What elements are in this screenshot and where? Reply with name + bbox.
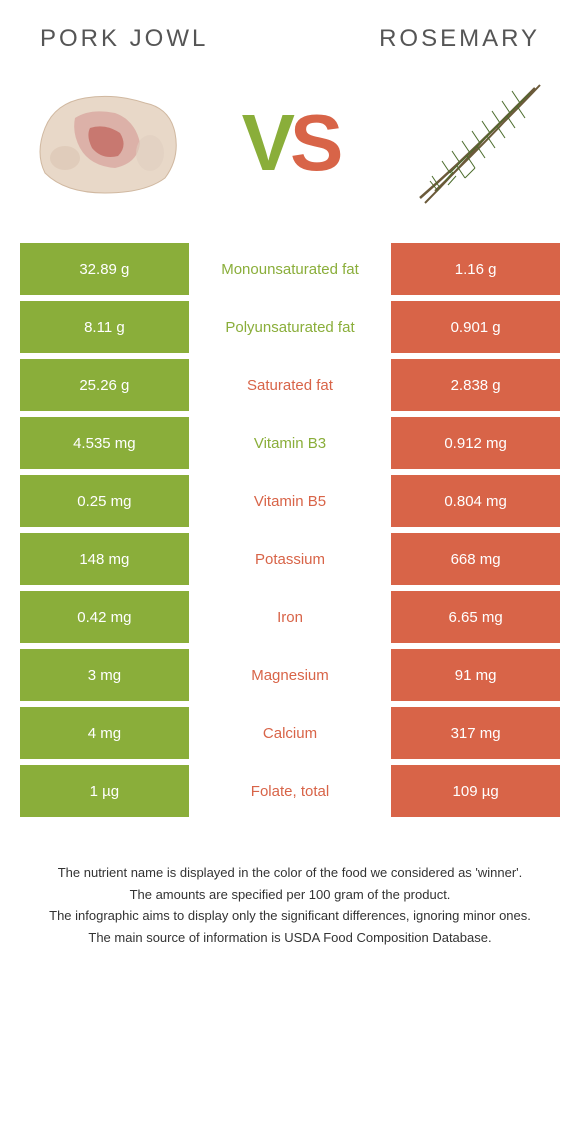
left-value: 4 mg <box>20 707 189 759</box>
right-value: 0.901 g <box>391 301 560 353</box>
pork-jowl-image <box>20 73 190 213</box>
nutrient-label: Magnesium <box>189 649 392 701</box>
right-value: 2.838 g <box>391 359 560 411</box>
nutrient-label: Monounsaturated fat <box>189 243 392 295</box>
table-row: 0.42 mgIron6.65 mg <box>20 591 560 643</box>
left-value: 3 mg <box>20 649 189 701</box>
right-value: 1.16 g <box>391 243 560 295</box>
footnote-line: The amounts are specified per 100 gram o… <box>30 885 550 905</box>
table-row: 3 mgMagnesium91 mg <box>20 649 560 701</box>
table-row: 32.89 gMonounsaturated fat1.16 g <box>20 243 560 295</box>
left-value: 1 µg <box>20 765 189 817</box>
left-value: 8.11 g <box>20 301 189 353</box>
footnote-line: The nutrient name is displayed in the co… <box>30 863 550 883</box>
nutrient-table: 32.89 gMonounsaturated fat1.16 g8.11 gPo… <box>0 243 580 817</box>
left-value: 32.89 g <box>20 243 189 295</box>
nutrient-label: Polyunsaturated fat <box>189 301 392 353</box>
table-row: 0.25 mgVitamin B50.804 mg <box>20 475 560 527</box>
right-value: 668 mg <box>391 533 560 585</box>
vs-v: V <box>242 97 290 189</box>
vs-label: VS <box>242 97 339 189</box>
table-row: 4.535 mgVitamin B30.912 mg <box>20 417 560 469</box>
table-row: 4 mgCalcium317 mg <box>20 707 560 759</box>
left-value: 0.25 mg <box>20 475 189 527</box>
nutrient-label: Potassium <box>189 533 392 585</box>
right-value: 0.912 mg <box>391 417 560 469</box>
right-value: 109 µg <box>391 765 560 817</box>
left-food-title: PORK JOWL <box>40 25 208 53</box>
footnote-line: The infographic aims to display only the… <box>30 906 550 926</box>
right-food-title: ROSEMARY <box>379 25 540 53</box>
rosemary-image <box>390 73 560 213</box>
header: PORK JOWL ROSEMARY <box>0 0 580 63</box>
vs-s: S <box>290 97 338 189</box>
footnotes: The nutrient name is displayed in the co… <box>0 823 580 969</box>
right-value: 317 mg <box>391 707 560 759</box>
images-row: VS <box>0 63 580 243</box>
left-value: 0.42 mg <box>20 591 189 643</box>
table-row: 25.26 gSaturated fat2.838 g <box>20 359 560 411</box>
left-value: 4.535 mg <box>20 417 189 469</box>
table-row: 8.11 gPolyunsaturated fat0.901 g <box>20 301 560 353</box>
left-value: 25.26 g <box>20 359 189 411</box>
nutrient-label: Calcium <box>189 707 392 759</box>
right-value: 6.65 mg <box>391 591 560 643</box>
nutrient-label: Folate, total <box>189 765 392 817</box>
footnote-line: The main source of information is USDA F… <box>30 928 550 948</box>
nutrient-label: Saturated fat <box>189 359 392 411</box>
right-value: 91 mg <box>391 649 560 701</box>
table-row: 148 mgPotassium668 mg <box>20 533 560 585</box>
right-value: 0.804 mg <box>391 475 560 527</box>
nutrient-label: Vitamin B5 <box>189 475 392 527</box>
nutrient-label: Iron <box>189 591 392 643</box>
nutrient-label: Vitamin B3 <box>189 417 392 469</box>
left-value: 148 mg <box>20 533 189 585</box>
table-row: 1 µgFolate, total109 µg <box>20 765 560 817</box>
